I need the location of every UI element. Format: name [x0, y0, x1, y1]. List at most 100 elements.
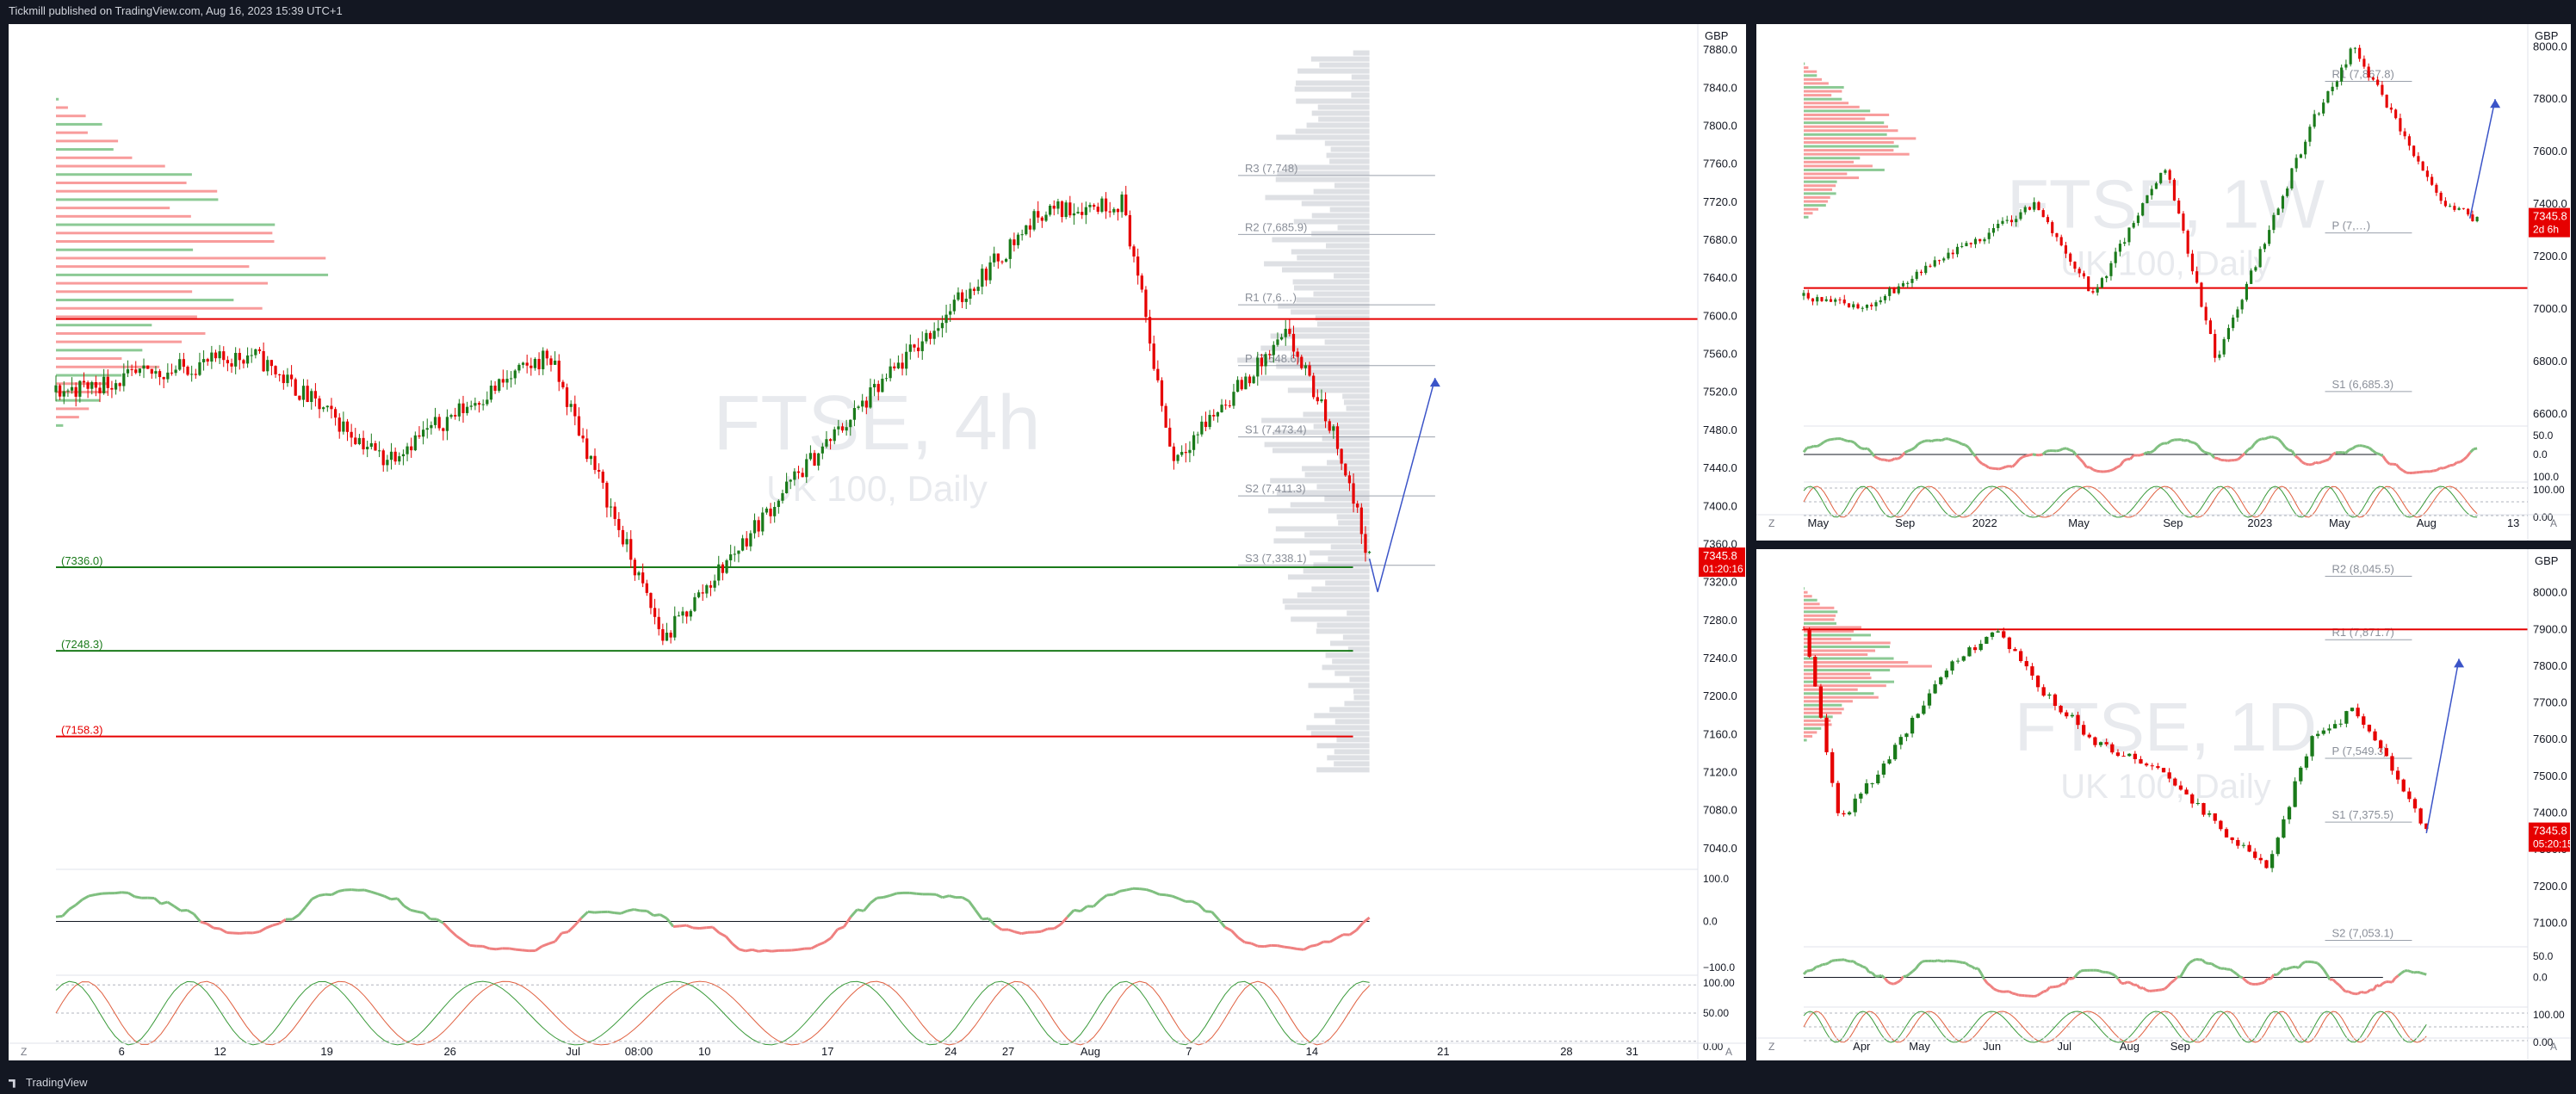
candle-body[interactable]	[2287, 807, 2292, 819]
candle-body[interactable]	[1876, 774, 1880, 784]
candle-body[interactable]	[457, 403, 461, 417]
candle-body[interactable]	[1973, 238, 1978, 244]
candle-body[interactable]	[2213, 813, 2217, 821]
candle-body[interactable]	[1180, 452, 1184, 455]
candle-body[interactable]	[784, 481, 789, 494]
candle-body[interactable]	[805, 459, 808, 478]
candle-body[interactable]	[1897, 286, 1900, 294]
candle-body[interactable]	[1016, 234, 1020, 245]
candle-body[interactable]	[1906, 282, 1910, 284]
candle-body[interactable]	[2424, 823, 2429, 829]
candle-body[interactable]	[1248, 376, 1252, 384]
tradingview-logo[interactable]: TradingView	[9, 1071, 88, 1094]
candle-body[interactable]	[150, 368, 153, 374]
candle-body[interactable]	[1344, 463, 1347, 476]
candle-body[interactable]	[445, 417, 449, 431]
candle-body[interactable]	[1359, 507, 1363, 535]
candle-body[interactable]	[381, 450, 385, 466]
candle-body[interactable]	[869, 386, 872, 408]
candle-body[interactable]	[410, 446, 413, 451]
candle-body[interactable]	[1927, 693, 1932, 706]
candle-body[interactable]	[366, 447, 369, 450]
candle-body[interactable]	[1888, 288, 1892, 296]
candle-body[interactable]	[2159, 172, 2163, 183]
candle-body[interactable]	[940, 323, 944, 329]
candle-body[interactable]	[993, 253, 996, 263]
candle-body[interactable]	[1303, 365, 1308, 368]
candle-body[interactable]	[130, 369, 133, 371]
candle-body[interactable]	[2290, 168, 2294, 189]
candle-body[interactable]	[1108, 211, 1112, 213]
candle-body[interactable]	[916, 347, 920, 351]
candle-body[interactable]	[1228, 405, 1231, 406]
candle-body[interactable]	[1802, 293, 1805, 296]
candle-body[interactable]	[106, 376, 109, 388]
candle-body[interactable]	[1978, 238, 1982, 242]
candle-body[interactable]	[289, 374, 294, 380]
candle-body[interactable]	[1216, 411, 1220, 417]
candle-body[interactable]	[2041, 687, 2046, 696]
candle-body[interactable]	[78, 380, 82, 397]
candle-body[interactable]	[342, 421, 345, 432]
candle-body[interactable]	[282, 374, 285, 384]
candle-body[interactable]	[542, 350, 545, 369]
candle-body[interactable]	[689, 610, 692, 617]
candle-body[interactable]	[1955, 246, 1960, 255]
candle-body[interactable]	[2241, 844, 2246, 846]
candle-body[interactable]	[1068, 202, 1072, 216]
candle-body[interactable]	[82, 380, 86, 383]
candle-body[interactable]	[1084, 207, 1087, 215]
candle-body[interactable]	[406, 446, 409, 454]
candle-body[interactable]	[557, 360, 560, 382]
candle-body[interactable]	[2240, 300, 2244, 310]
candle-body[interactable]	[218, 351, 221, 359]
candle-body[interactable]	[828, 439, 833, 442]
candle-body[interactable]	[1901, 283, 1905, 287]
candle-body[interactable]	[796, 471, 801, 473]
candle-body[interactable]	[2059, 706, 2063, 713]
candle-body[interactable]	[645, 583, 648, 593]
candle-body[interactable]	[2132, 223, 2135, 228]
candle-body[interactable]	[2286, 188, 2289, 196]
candle-body[interactable]	[2081, 725, 2086, 735]
candle-body[interactable]	[2053, 694, 2058, 707]
candle-body[interactable]	[238, 353, 241, 361]
candle-body[interactable]	[2190, 794, 2195, 804]
candle-body[interactable]	[186, 367, 189, 375]
candle-body[interactable]	[425, 428, 429, 430]
candle-body[interactable]	[1870, 783, 1874, 785]
candle-body[interactable]	[1820, 297, 1824, 301]
candle-body[interactable]	[2141, 203, 2145, 216]
candle-body[interactable]	[1861, 307, 1864, 309]
candle-body[interactable]	[2376, 79, 2380, 85]
candle-body[interactable]	[937, 328, 940, 331]
candle-body[interactable]	[54, 385, 58, 392]
candle-body[interactable]	[565, 387, 569, 407]
candle-body[interactable]	[374, 442, 377, 451]
candle-body[interactable]	[721, 564, 725, 573]
candle-body[interactable]	[1364, 534, 1367, 553]
candle-body[interactable]	[613, 506, 616, 519]
candle-body[interactable]	[1933, 683, 1937, 694]
candle-body[interactable]	[2005, 219, 2009, 221]
candle-body[interactable]	[1220, 405, 1223, 412]
candle-body[interactable]	[2276, 837, 2280, 855]
candle-body[interactable]	[637, 572, 641, 576]
candle-body[interactable]	[1232, 392, 1235, 406]
candle-body[interactable]	[1813, 656, 1817, 687]
candle-body[interactable]	[817, 453, 820, 466]
candle-body[interactable]	[653, 608, 657, 617]
candle-body[interactable]	[2127, 753, 2132, 757]
candle-body[interactable]	[437, 417, 441, 429]
candle-body[interactable]	[677, 615, 681, 617]
candle-body[interactable]	[777, 500, 780, 507]
candle-body[interactable]	[2167, 772, 2171, 779]
candle-body[interactable]	[357, 437, 362, 444]
candle-body[interactable]	[2073, 262, 2077, 269]
candle-body[interactable]	[350, 431, 353, 438]
candle-body[interactable]	[250, 355, 253, 356]
candle-body[interactable]	[442, 428, 445, 431]
candle-body[interactable]	[633, 559, 636, 576]
candle-body[interactable]	[773, 506, 777, 516]
candle-body[interactable]	[1120, 195, 1124, 213]
